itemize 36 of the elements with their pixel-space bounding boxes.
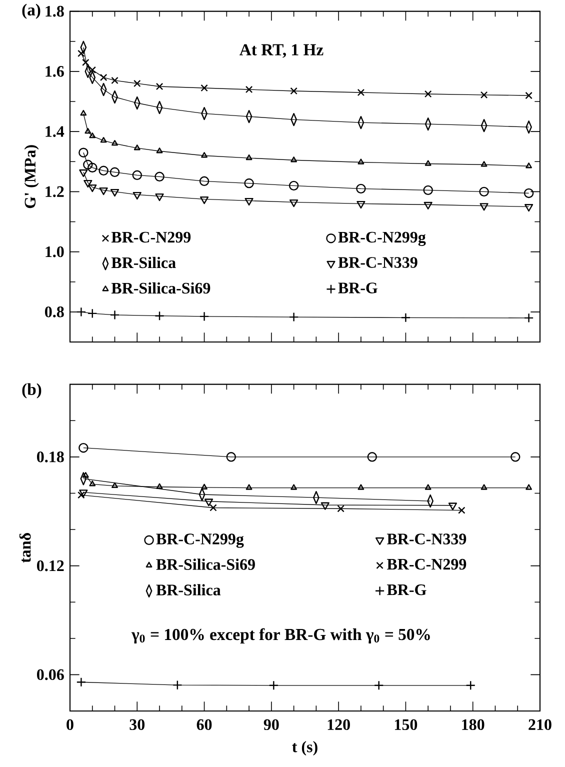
y-tick-label: 1.4	[46, 126, 64, 137]
legend-label: BR-G	[338, 282, 378, 294]
y-tick-label: 0.8	[45, 306, 64, 318]
legend-label: BR-C-N299	[386, 558, 466, 570]
y-tick-label: 1.8	[46, 6, 64, 17]
x-tick-label: 150	[394, 719, 418, 730]
y-tick-label: 1.2	[46, 186, 64, 198]
y-tick-label: 0.12	[37, 560, 64, 572]
annotation: At RT, 1 Hz	[240, 44, 324, 58]
annotation: γ$_{0}$ = 100% except for BR-G with γ$_{0}$ = 50%	[131, 628, 430, 644]
legend-label: BR-C-N299g	[338, 232, 426, 246]
legend-label: BR-Silica	[111, 256, 176, 268]
y-tick-label: 1.0	[46, 246, 64, 258]
y-tick-label: 0.18	[37, 451, 64, 462]
legend-label: BR-C-N299g	[156, 534, 244, 548]
x-tick-label: 180	[462, 719, 484, 730]
y-axis-title: tanδ	[19, 532, 31, 563]
legend-label: BR-C-N339	[338, 257, 418, 268]
x-axis-title: t (s)	[292, 740, 318, 756]
x-tick-label: 0	[66, 719, 74, 730]
legend-label: BR-G	[386, 584, 426, 596]
y-axis-title: G' (MPa)	[24, 145, 39, 208]
legend-label: BR-C-N299	[111, 232, 191, 243]
legend-label: BR-Silica-Si69	[156, 558, 255, 570]
x-tick-label: 30	[130, 719, 145, 730]
text: (a)	[22, 4, 40, 19]
y-tick-label: 0.06	[37, 669, 64, 680]
x-tick-label: 210	[528, 719, 552, 730]
legend-label: BR-C-N339	[386, 534, 466, 544]
x-tick-label: 90	[264, 719, 279, 730]
x-tick-label: 120	[328, 719, 350, 730]
y-tick-label: 1.6	[46, 66, 64, 77]
legend-label: BR-Silica	[156, 584, 221, 596]
legend-label: BR-Silica-Si69	[111, 282, 210, 294]
text: (b)	[22, 383, 42, 398]
x-tick-label: 60	[196, 719, 212, 730]
